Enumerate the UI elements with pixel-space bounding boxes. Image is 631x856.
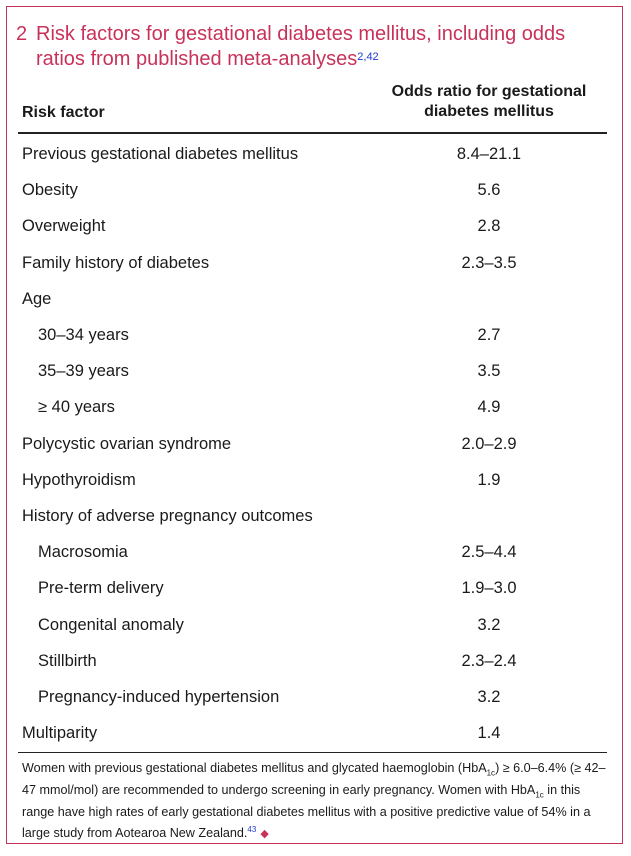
odds-ratio-value: 2.5–4.4	[461, 543, 517, 562]
risk-factor-label: Congenital anomaly	[38, 615, 184, 634]
end-diamond-icon: ◆	[260, 828, 269, 841]
footnote-subscript-1: 1c	[486, 768, 496, 778]
risk-factor-label: Multiparity	[22, 724, 98, 743]
footnote-rule	[18, 752, 607, 753]
risk-factor-label: Obesity	[22, 181, 78, 200]
footnote-text-1: Women with previous gestational diabetes…	[22, 761, 487, 775]
odds-ratio-value: 3.5	[477, 362, 501, 381]
risk-factor-label: Family history of diabetes	[22, 253, 210, 272]
risk-factor-label: Stillbirth	[38, 651, 97, 670]
odds-ratio-value: 1.9–3.0	[461, 579, 517, 598]
header-rule	[18, 132, 607, 134]
odds-ratio-value: 2.3–2.4	[461, 651, 517, 670]
table-row: Family history of diabetes 2.3–3.5	[0, 254, 617, 290]
odds-ratio-value: 2.3–3.5	[461, 253, 517, 272]
risk-factor-label: History of adverse pregnancy outcomes	[22, 507, 313, 525]
risk-factor-label: Polycystic ovarian syndrome	[22, 434, 232, 453]
risk-factor-label: Previous gestational diabetes mellitus	[22, 145, 299, 163]
odds-ratio-value: 3.2	[477, 688, 501, 706]
table-row: 30–34 years 2.7	[0, 326, 617, 362]
table-row: Pre-term delivery 1.9–3.0	[0, 579, 617, 615]
table-row: Overweight 2.8	[0, 217, 617, 253]
table-row: Polycystic ovarian syndrome 2.0–2.9	[0, 435, 617, 471]
risk-factor-label: 35–39 years	[38, 362, 129, 381]
risk-factor-label: ≥ 40 years	[38, 398, 115, 417]
odds-ratio-value: 4.9	[477, 398, 501, 417]
table-row: Obesity 5.6	[0, 181, 617, 217]
table-row: Hypothyroidism 1.9	[0, 471, 617, 507]
table-row: History of adverse pregnancy outcomes	[0, 507, 617, 543]
table-footnote: Women with previous gestational diabetes…	[22, 760, 607, 843]
table-row: Multiparity 1.4	[0, 724, 617, 760]
table-row: Pregnancy-induced hypertension 3.2	[0, 688, 617, 724]
table-row: Macrosomia 2.5–4.4	[0, 543, 617, 579]
odds-ratio-value: 2.8	[477, 217, 501, 236]
odds-ratio-value: 1.9	[477, 470, 501, 489]
title-reference-link[interactable]: 2,42	[357, 51, 379, 63]
footnote-subscript-2: 1c	[535, 790, 544, 800]
table-row: 35–39 years 3.5	[0, 362, 617, 398]
risk-factor-label: Age	[22, 289, 52, 308]
footnote-reference-link[interactable]: 43	[247, 824, 257, 834]
odds-ratio-value: 5.6	[477, 181, 501, 200]
risk-factor-label: Overweight	[22, 217, 106, 236]
table-row: Congenital anomaly 3.2	[0, 616, 617, 652]
table-title-text: Risk factors for gestational diabetes me…	[36, 23, 566, 70]
risk-factor-label: Hypothyroidism	[22, 470, 136, 489]
column-header-odds-ratio: Odds ratio for gestational diabetes mell…	[391, 83, 587, 120]
odds-ratio-value: 2.0–2.9	[461, 434, 517, 453]
risk-factor-label: 30–34 years	[38, 326, 129, 344]
table-number: 2	[16, 23, 28, 45]
odds-ratio-value: 1.4	[477, 724, 501, 743]
column-header-risk-factor: Risk factor	[22, 104, 105, 121]
odds-ratio-value: 8.4–21.1	[456, 145, 522, 163]
table-title: 2 Risk factors for gestational diabetes …	[16, 22, 606, 72]
table-row: Age	[0, 290, 617, 326]
risk-factor-label: Pregnancy-induced hypertension	[38, 688, 280, 706]
table-row: Previous gestational diabetes mellitus 8.…	[0, 145, 617, 181]
risk-factor-label: Pre-term delivery	[38, 579, 164, 598]
footnote-text-3: in this range have high rates of early g…	[22, 782, 591, 841]
odds-ratio-value: 3.2	[477, 615, 501, 634]
odds-ratio-value: 2.7	[477, 326, 501, 344]
table-row: Stillbirth 2.3–2.4	[0, 652, 617, 688]
footnote-text-2: ) ≥ 6.0–6.4% (≥ 42–47 mmol/mol) are reco…	[22, 761, 606, 797]
table-frame	[6, 6, 623, 844]
risk-factor-label: Macrosomia	[38, 543, 128, 562]
table-row: ≥ 40 years 4.9	[0, 398, 617, 434]
